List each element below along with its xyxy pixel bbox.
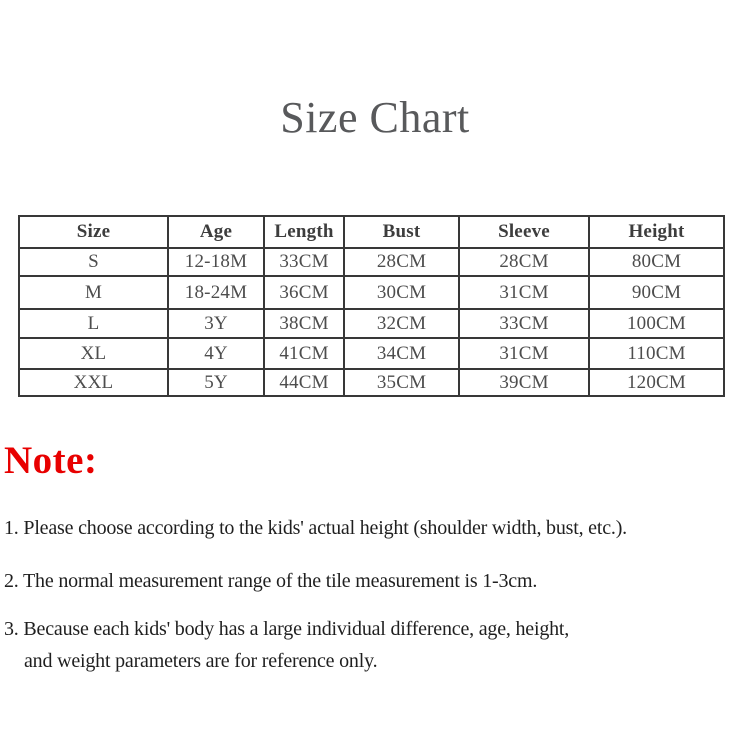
note-item-2: 2. The normal measurement range of the t… (4, 570, 538, 592)
cell-sleeve: 33CM (458, 308, 590, 339)
header-sleeve: Sleeve (458, 215, 590, 249)
cell-length: 36CM (263, 275, 345, 310)
cell-height: 110CM (588, 337, 725, 370)
header-height: Height (588, 215, 725, 249)
cell-bust: 34CM (343, 337, 460, 370)
cell-bust: 32CM (343, 308, 460, 339)
table-row-xxl: XXL 5Y 44CM 35CM 39CM 120CM (18, 368, 725, 397)
cell-bust: 28CM (343, 247, 460, 277)
cell-length: 41CM (263, 337, 345, 370)
header-bust: Bust (343, 215, 460, 249)
table-header-row: Size Age Length Bust Sleeve Height (18, 215, 725, 249)
cell-height: 100CM (588, 308, 725, 339)
cell-length: 33CM (263, 247, 345, 277)
cell-age: 18-24M (167, 275, 265, 310)
note-item-3-line-2: and weight parameters are for reference … (24, 650, 378, 672)
header-age: Age (167, 215, 265, 249)
note-item-1: 1. Please choose according to the kids' … (4, 517, 627, 539)
note-item-3-line-1: 3. Because each kids' body has a large i… (4, 618, 570, 640)
page-title: Size Chart (280, 93, 470, 142)
cell-sleeve: 31CM (458, 337, 590, 370)
cell-height: 90CM (588, 275, 725, 310)
cell-age: 4Y (167, 337, 265, 370)
size-table: Size Age Length Bust Sleeve Height S 12-… (18, 215, 725, 397)
cell-height: 120CM (588, 368, 725, 397)
cell-height: 80CM (588, 247, 725, 277)
table-row-s: S 12-18M 33CM 28CM 28CM 80CM (18, 247, 725, 277)
cell-sleeve: 39CM (458, 368, 590, 397)
cell-age: 3Y (167, 308, 265, 339)
header-size: Size (18, 215, 169, 249)
cell-bust: 35CM (343, 368, 460, 397)
cell-size: S (18, 247, 169, 277)
cell-age: 5Y (167, 368, 265, 397)
cell-length: 44CM (263, 368, 345, 397)
cell-size: XXL (18, 368, 169, 397)
cell-age: 12-18M (167, 247, 265, 277)
table-row-m: M 18-24M 36CM 30CM 31CM 90CM (18, 275, 725, 310)
table-row-l: L 3Y 38CM 32CM 33CM 100CM (18, 308, 725, 339)
header-length: Length (263, 215, 345, 249)
note-heading: Note: (4, 439, 98, 482)
cell-size: M (18, 275, 169, 310)
cell-size: XL (18, 337, 169, 370)
cell-length: 38CM (263, 308, 345, 339)
cell-size: L (18, 308, 169, 339)
cell-bust: 30CM (343, 275, 460, 310)
table-row-xl: XL 4Y 41CM 34CM 31CM 110CM (18, 337, 725, 370)
cell-sleeve: 28CM (458, 247, 590, 277)
cell-sleeve: 31CM (458, 275, 590, 310)
